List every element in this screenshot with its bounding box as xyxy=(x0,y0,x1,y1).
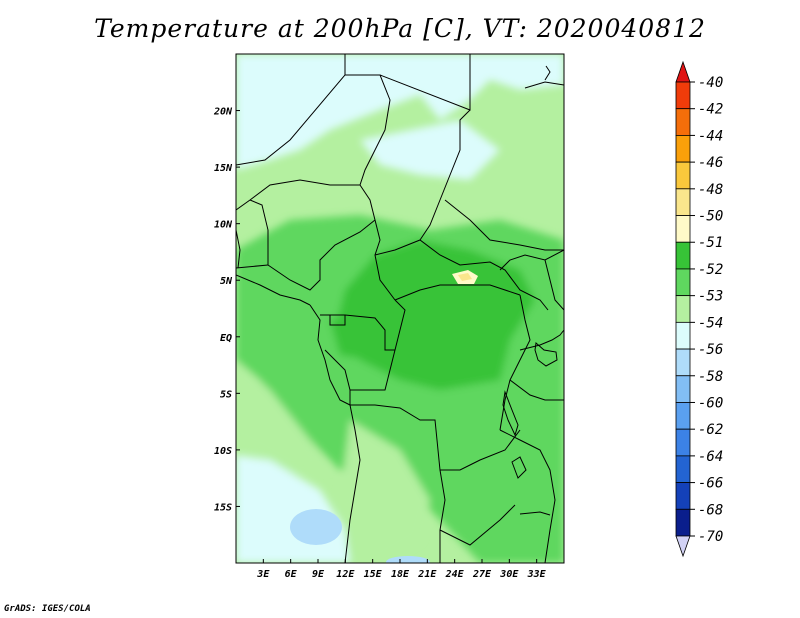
lon-tick-label: 27E xyxy=(472,569,492,580)
lat-tick-label: 5S xyxy=(220,389,232,400)
lon-tick-label: 18E xyxy=(391,569,410,580)
lat-tick-label: 10N xyxy=(214,220,233,231)
lon-tick-label: 33E xyxy=(527,569,547,580)
colorbar-swatch xyxy=(675,215,691,243)
colorbar-label: -42 xyxy=(698,102,723,118)
colorbar-swatch xyxy=(675,508,691,537)
colorbar-swatch xyxy=(675,161,691,190)
colorbar-label: -51 xyxy=(698,235,723,251)
map-title: Temperature at 200hPa [C], VT: 202004081… xyxy=(94,14,706,43)
lat-tick-label: 15S xyxy=(214,502,232,513)
colorbar-swatch xyxy=(675,321,691,350)
colorbar: -40 -42 -44 -46 -48 -50 -51 -52 -53 -54 -56 -58 -60 -… xyxy=(675,60,723,558)
colorbar-swatch xyxy=(675,135,691,163)
temperature-field xyxy=(236,54,564,563)
lon-tick-label: 9E xyxy=(312,569,325,580)
field-52-to-51-congo xyxy=(335,240,535,390)
colorbar-swatch xyxy=(675,482,691,510)
colorbar-swatch xyxy=(675,81,691,110)
colorbar-label: -64 xyxy=(698,449,723,465)
colorbar-swatch xyxy=(675,455,691,483)
colorbar-swatch xyxy=(675,375,691,403)
longitude-ticks: 3E 6E 9E 12E 15E 18E 21E 24E 27E 30E 33E xyxy=(256,559,547,580)
country-boundaries xyxy=(236,54,564,563)
colorbar-swatch xyxy=(675,241,691,270)
lat-tick-label: 10S xyxy=(214,446,232,457)
field-56-to-54-northeast xyxy=(470,54,564,100)
lon-tick-label: 21E xyxy=(417,569,437,580)
colorbar-label: -52 xyxy=(698,262,723,278)
colorbar-label: -40 xyxy=(698,75,723,91)
lon-tick-label: 24E xyxy=(445,569,465,580)
lat-tick-label: 5N xyxy=(220,276,233,287)
colorbar-label: -56 xyxy=(698,342,723,358)
field-50-to-51-warm-core xyxy=(458,273,472,281)
lat-tick-label: 20N xyxy=(213,107,233,118)
colorbar-swatch xyxy=(675,108,691,136)
colorbar-swatch xyxy=(675,268,691,297)
lon-tick-label: 3E xyxy=(256,569,270,580)
lon-tick-label: 15E xyxy=(364,569,383,580)
colorbar-label: -50 xyxy=(698,209,723,225)
lat-tick-label: 15N xyxy=(214,163,233,174)
colorbar-label: -44 xyxy=(698,128,723,144)
colorbar-label: -66 xyxy=(698,476,723,492)
lat-tick-label: EQ xyxy=(220,333,232,344)
colorbar-label: -60 xyxy=(698,395,723,411)
lon-tick-label: 6E xyxy=(285,569,298,580)
colorbar-label: -46 xyxy=(698,155,723,171)
colorbar-label: -70 xyxy=(698,529,723,545)
field-56-to-54-north xyxy=(236,54,470,170)
colorbar-label: -68 xyxy=(698,502,723,518)
colorbar-label: -48 xyxy=(698,182,723,198)
field-54-to-53-southwest xyxy=(236,360,330,470)
colorbar-bottom-cap xyxy=(675,535,691,558)
latitude-ticks: 20N 15N 10N 5N EQ 5S 10S 15S xyxy=(213,107,240,513)
colorbar-top-cap xyxy=(675,60,691,83)
colorbar-label: -53 xyxy=(698,289,723,305)
field-52-to-51-west xyxy=(330,315,380,360)
colorbar-swatch xyxy=(675,402,691,430)
colorbar-label: -54 xyxy=(698,315,723,331)
lon-tick-label: 12E xyxy=(336,569,355,580)
field-54-to-53-south xyxy=(340,420,430,563)
colorbar-swatch xyxy=(675,295,691,323)
field-58-to-56-patch xyxy=(290,509,342,545)
grads-credit: GrADS: IGES/COLA xyxy=(4,604,91,614)
colorbar-label: -58 xyxy=(698,369,723,385)
field-56-to-54-sahel xyxy=(360,120,500,180)
colorbar-swatch xyxy=(675,348,691,377)
lon-tick-label: 30E xyxy=(499,569,519,580)
colorbar-label: -62 xyxy=(698,422,723,438)
field-58-to-56-patch-south xyxy=(386,556,430,563)
colorbar-swatch xyxy=(675,428,691,457)
colorbar-swatch xyxy=(675,188,691,216)
